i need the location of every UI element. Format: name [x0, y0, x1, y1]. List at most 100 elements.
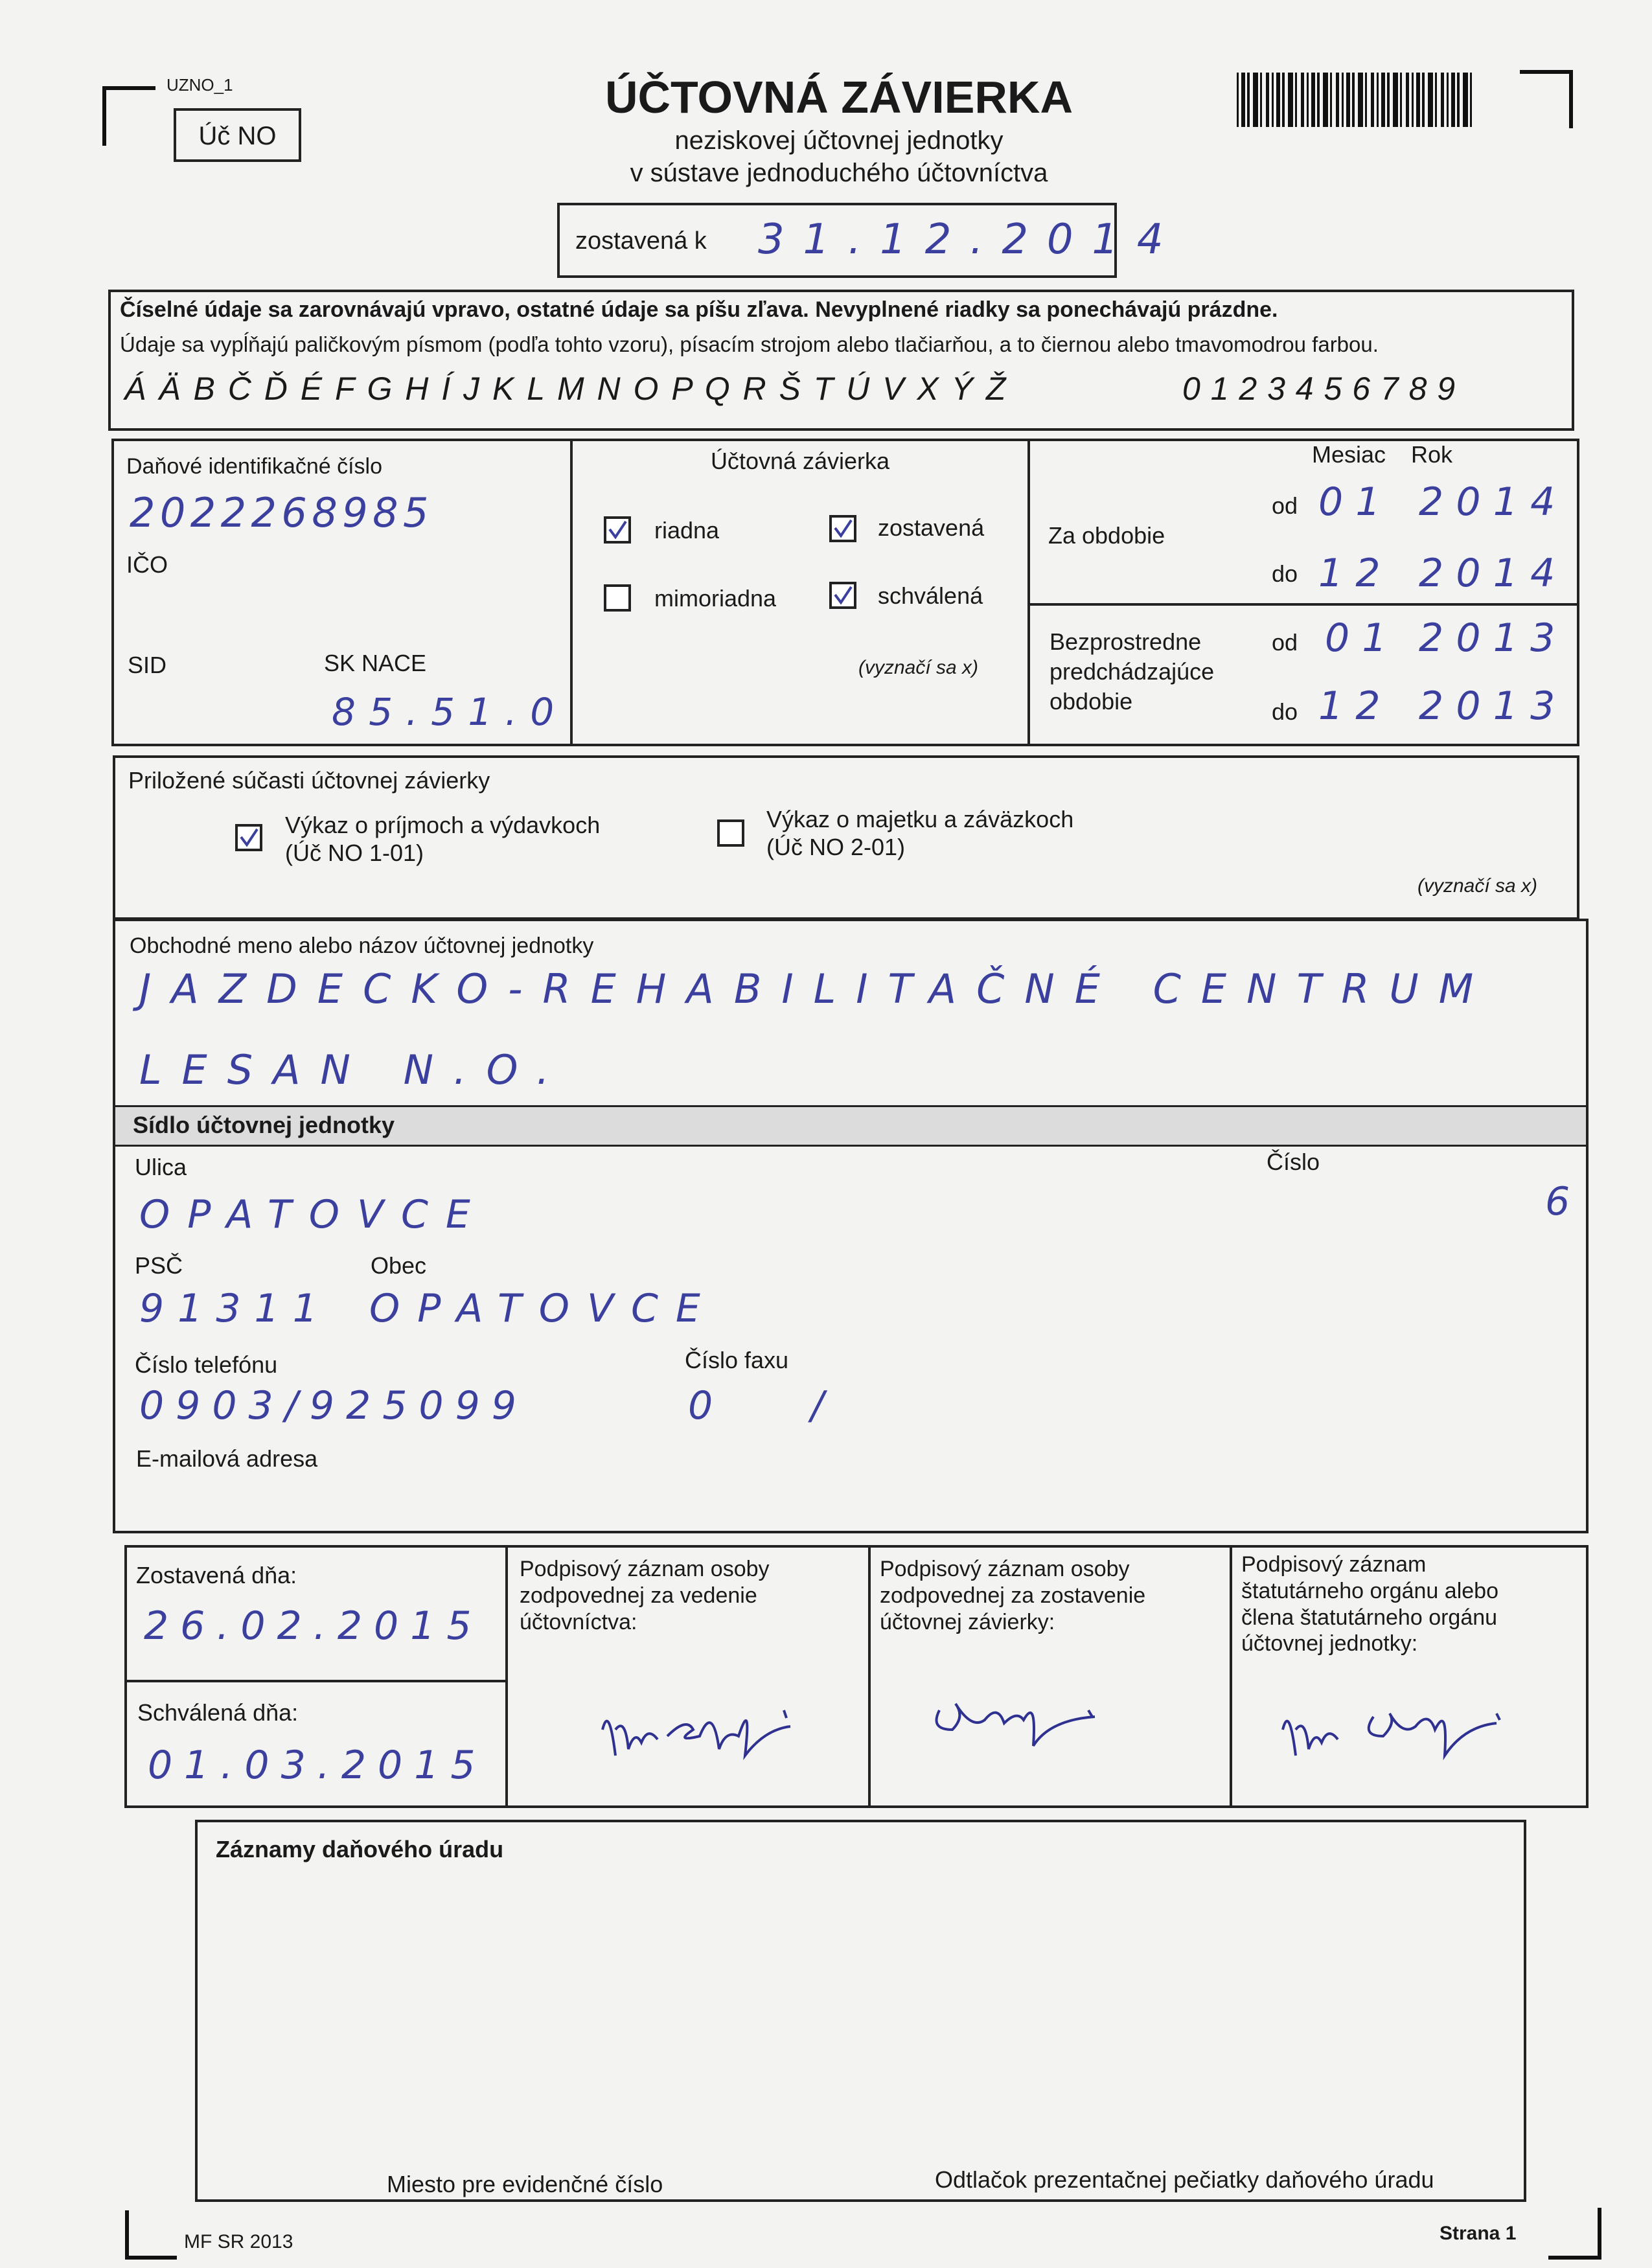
checkbox[interactable]: [829, 582, 856, 609]
signature: [1281, 1712, 1501, 1761]
checkbox[interactable]: [235, 824, 262, 851]
handwritten-value: 12: [1318, 551, 1393, 596]
title: ÚČTOVNÁ ZÁVIERKA: [604, 72, 1073, 122]
label: Odtlačok prezentačnej pečiatky daňového …: [935, 2166, 1434, 2193]
label: Podpisový záznam štatutárneho orgánu ale…: [1241, 1552, 1498, 1656]
label: Podpisový záznam osoby zodpovednej za zo…: [880, 1557, 1146, 1634]
barcode-bar: [1241, 73, 1245, 127]
label: SK NACE: [324, 650, 427, 676]
label: Zostavená dňa:: [136, 1562, 297, 1588]
check-stroke: [834, 519, 853, 538]
barcode-bar: [1330, 73, 1332, 127]
handwritten-value: 01: [1325, 615, 1399, 661]
handwritten-value: 0903/925099: [139, 1383, 528, 1428]
barcode-bar: [1365, 73, 1367, 127]
checkbox[interactable]: [829, 515, 856, 542]
label: Výkaz o príjmoch a výdavkoch (Úč NO 1-01…: [285, 812, 601, 867]
form-code: UZNO_1: [166, 75, 233, 95]
label: Ulica: [135, 1154, 187, 1180]
check-stroke: [240, 828, 258, 847]
edition: MF SR 2013: [184, 2231, 293, 2252]
check-mark: [240, 828, 258, 847]
label: od: [1272, 492, 1298, 519]
checkbox[interactable]: [717, 819, 744, 847]
barcode-bar: [1276, 73, 1280, 127]
instruction: Číselné údaje sa zarovnávajú vpravo, ost…: [120, 297, 1278, 322]
barcode-bar: [1381, 73, 1385, 127]
barcode-bar: [1237, 73, 1239, 127]
form-id-box: [174, 108, 301, 162]
instructions-box: [108, 290, 1574, 431]
barcode-bar: [1295, 73, 1297, 127]
barcode-bar: [1416, 73, 1420, 127]
barcode-bar: [1451, 73, 1455, 127]
label: IČO: [126, 551, 168, 578]
barcode: [1237, 73, 1472, 127]
barcode-bar: [1457, 73, 1460, 127]
label: do: [1272, 560, 1298, 587]
checkbox[interactable]: [604, 516, 631, 544]
check-mark: [608, 520, 627, 540]
label: mimoriadna: [654, 585, 777, 612]
divider: [868, 1545, 871, 1808]
check-mark: [834, 519, 853, 538]
handwritten-value: OPATOVCE: [139, 1192, 488, 1237]
barcode-bar: [1253, 73, 1258, 127]
barcode-bar: [1406, 73, 1409, 127]
check-stroke: [608, 520, 627, 540]
identification-box: [111, 439, 1579, 746]
barcode-bar: [1422, 73, 1425, 127]
barcode-bar: [1412, 73, 1414, 127]
check-mark: [834, 586, 853, 605]
divider: [570, 439, 573, 746]
label: schválená: [878, 582, 983, 609]
barcode-bar: [1352, 73, 1355, 127]
handwritten-value: OPATOVCE: [369, 1286, 718, 1331]
entity-box: [113, 919, 1589, 1533]
label: Výkaz o majetku a záväzkoch (Úč NO 2-01): [766, 806, 1074, 861]
label: Za obdobie: [1048, 522, 1165, 549]
barcode-bar: [1377, 73, 1379, 127]
barcode-bar: [1393, 73, 1398, 127]
checkbox[interactable]: [604, 584, 631, 612]
section-band: [115, 1105, 1586, 1147]
label: Schválená dňa:: [137, 1699, 299, 1726]
tax-office-box: [195, 1820, 1526, 2202]
label: Účtovná závierka: [710, 448, 890, 474]
barcode-bar: [1288, 73, 1293, 127]
barcode-bar: [1463, 73, 1468, 127]
label: Obec: [371, 1252, 427, 1279]
signature: [601, 1710, 791, 1761]
handwritten-value: 31.12.2014: [758, 216, 1182, 264]
barcode-bar: [1336, 73, 1339, 127]
label: Mesiac: [1312, 441, 1386, 468]
label: od: [1272, 629, 1298, 656]
label: do: [1272, 698, 1298, 725]
barcode-bar: [1435, 73, 1437, 127]
barcode-bar: [1447, 73, 1449, 127]
corner-mark: [1548, 2208, 1601, 2260]
barcode-bar: [1311, 73, 1315, 127]
label: E-mailová adresa: [136, 1445, 318, 1472]
handwritten-value: 26.02.2015: [144, 1603, 483, 1649]
label: Bezprostredne predchádzajúce obdobie: [1050, 628, 1215, 715]
handwritten-value: 01: [1318, 479, 1393, 525]
barcode-bar: [1272, 73, 1274, 127]
note: (vyznačí sa x): [1417, 875, 1538, 897]
sample-digits: 0 1 2 3 4 5 6 7 8 9: [1182, 371, 1456, 407]
label: zostavená k: [575, 227, 707, 255]
divider: [124, 1680, 507, 1682]
subtitle: v sústave jednoduchého účtovníctva: [630, 159, 1048, 187]
barcode-bar: [1470, 73, 1472, 127]
barcode-bar: [1428, 73, 1433, 127]
barcode-bar: [1387, 73, 1390, 127]
label: Číslo telefónu: [135, 1351, 278, 1378]
barcode-bar: [1301, 73, 1304, 127]
barcode-bar: [1358, 73, 1363, 127]
barcode-bar: [1400, 73, 1402, 127]
handwritten-value: 91311: [139, 1286, 331, 1331]
label: Podpisový záznam osoby zodpovednej za ve…: [520, 1557, 770, 1634]
note: (vyznačí sa x): [858, 657, 979, 678]
